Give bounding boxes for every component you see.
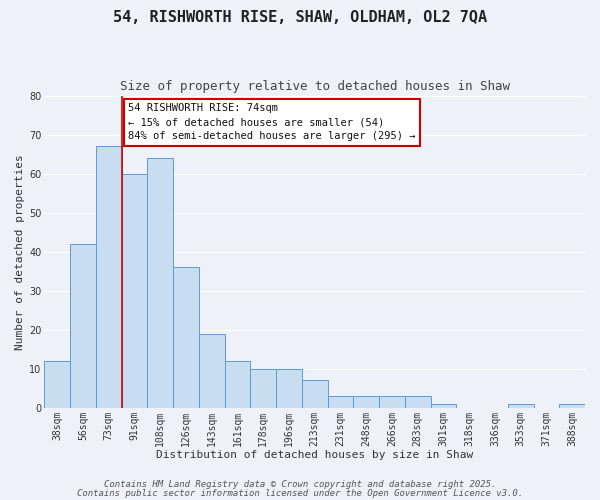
Bar (122, 174, 148, 408)
Text: Contains public sector information licensed under the Open Government Licence v3: Contains public sector information licen… (77, 488, 523, 498)
Bar (328, 396, 353, 408)
Bar (353, 396, 379, 408)
Bar (431, 404, 456, 408)
Title: Size of property relative to detached houses in Shaw: Size of property relative to detached ho… (119, 80, 509, 93)
Bar (559, 404, 585, 408)
Bar (44, 361, 70, 408)
Bar (379, 396, 405, 408)
Bar (199, 334, 224, 408)
Bar (508, 404, 533, 408)
Bar (148, 158, 173, 408)
Bar (173, 268, 199, 408)
Bar (250, 369, 276, 408)
Text: 54, RISHWORTH RISE, SHAW, OLDHAM, OL2 7QA: 54, RISHWORTH RISE, SHAW, OLDHAM, OL2 7Q… (113, 10, 487, 25)
Bar (70, 244, 96, 408)
Text: 54 RISHWORTH RISE: 74sqm
← 15% of detached houses are smaller (54)
84% of semi-d: 54 RISHWORTH RISE: 74sqm ← 15% of detach… (128, 104, 416, 142)
X-axis label: Distribution of detached houses by size in Shaw: Distribution of detached houses by size … (156, 450, 473, 460)
Text: Contains HM Land Registry data © Crown copyright and database right 2025.: Contains HM Land Registry data © Crown c… (104, 480, 496, 489)
Bar (224, 361, 250, 408)
Bar (276, 369, 302, 408)
Bar (96, 146, 122, 408)
Bar (405, 396, 431, 408)
Bar (302, 380, 328, 408)
Y-axis label: Number of detached properties: Number of detached properties (15, 154, 25, 350)
